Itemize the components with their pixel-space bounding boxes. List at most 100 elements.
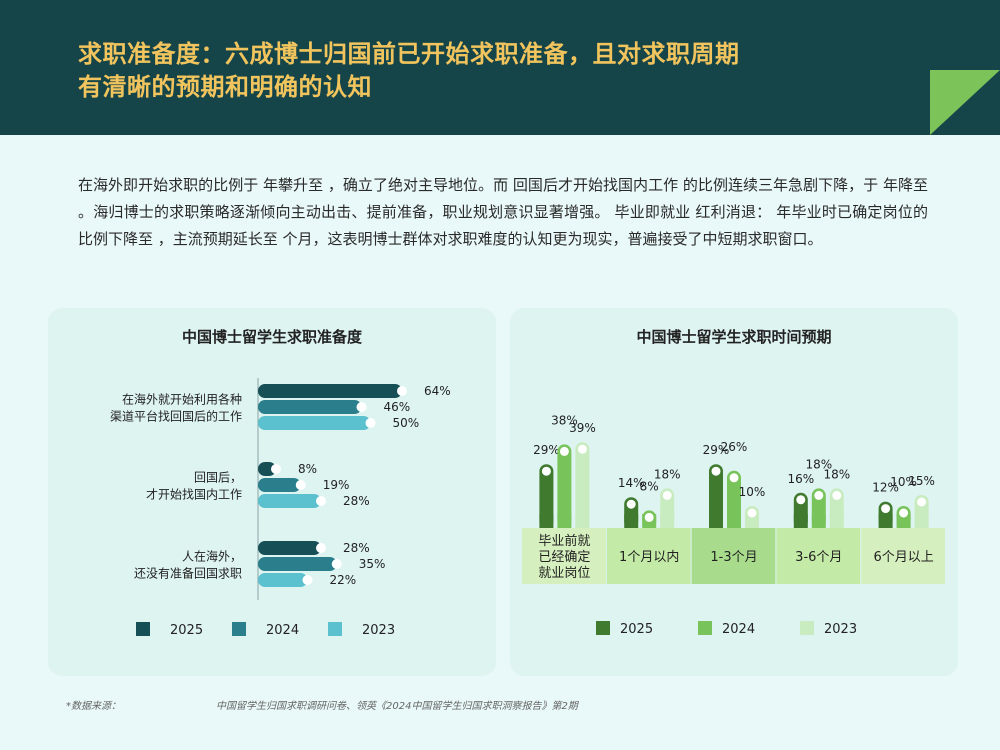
data-label: 29% [703,443,730,457]
data-label: 8% [640,479,659,493]
timeline-chart-title: 中国博士留学生求职时间预期 [636,328,832,346]
bar-base-2023 [829,514,844,528]
category-label: 1-3个月 [710,550,757,565]
legend-swatch-2023 [800,621,814,635]
legend-label: 2024 [266,623,299,638]
bar-end-dot [832,490,842,500]
category-band [691,528,776,584]
bar-end-dot [899,508,909,518]
source-label: *数据来源： [66,701,121,712]
legend-swatch-2024 [698,621,712,635]
readiness-chart-title: 中国博士留学生求职准备度 [181,328,362,346]
data-label: 35% [359,557,386,571]
bar-base-2025 [539,514,554,528]
category-band [861,528,945,584]
data-label: 14% [618,476,645,490]
data-label: 64% [424,384,451,398]
data-label: 8% [298,462,317,476]
bar-2024 [258,478,301,492]
data-label: 22% [330,573,357,587]
bar-base-2024 [896,514,911,528]
data-label: 18% [823,467,850,481]
legend-label: 2025 [620,622,653,637]
category-band [776,528,861,584]
bar-end-dot [644,512,654,522]
data-label: 12% [872,481,899,495]
bar-end-dot [917,497,927,507]
category-label: 还没有准备回国求职 [134,566,242,581]
corner-triangle [930,70,1000,135]
bar-end-dot [271,464,281,474]
bar-2025 [258,541,321,555]
data-label: 15% [908,474,935,488]
bar-2024 [258,400,362,414]
legend-label: 2025 [170,623,203,638]
bar-2023 [575,442,590,528]
category-label: 6个月以上 [873,550,933,565]
bar-2025 [709,464,723,528]
bar-end-dot [814,490,824,500]
legend-label: 2023 [824,622,857,637]
bar-base-2025 [624,514,639,528]
bar-base-2023 [745,514,759,528]
bar-base-2025 [709,514,723,528]
timeline-chart-panel: 中国博士留学生求职时间预期 毕业前就 已经确定 就业岗位 29% 38% 39% 1个月以内… [510,308,958,676]
data-label: 50% [393,416,420,430]
bar-2024 [727,470,741,528]
category-band [606,528,691,584]
data-label: 28% [343,541,370,555]
category-label: 1个月以内 [619,549,679,565]
bar-end-dot [626,499,636,509]
bar-base-2024 [727,514,741,528]
source-text: 中国留学生归国求职调研问卷、领英《2024中国留学生归国求职洞察报告》第2期 [216,701,578,712]
bar-2024 [258,557,337,571]
bar-2023 [258,573,308,587]
data-label: 16% [787,472,814,486]
data-label: 18% [805,457,832,471]
bar-base-2025 [878,514,893,528]
category-label: 回国后， [194,471,242,485]
category-label: 人在海外， [182,549,242,564]
bar-base-2024 [811,514,826,528]
bar-base-2024 [557,514,572,528]
bar-end-dot [397,386,407,396]
bar-2024 [557,444,572,528]
bar-2025 [539,464,554,528]
bar-2023 [258,494,321,508]
bar-2025 [258,462,276,476]
bar-end-dot [747,508,757,518]
legend-label: 2023 [362,623,395,638]
category-label: 已经确定 [538,550,590,565]
bar-end-dot [316,543,326,553]
title-line-1: 求职准备度：六成博士归国前已开始求职准备，且对求职周期 [78,40,740,68]
data-label: 10% [739,485,766,499]
summary-paragraph: 在海外即开始求职的比例于 年攀升至 ，确立了绝对主导地位。而 回国后才开始找国内… [78,176,928,248]
page-title: 求职准备度：六成博士归国前已开始求职准备，且对求职周期 有清晰的预期和明确的认知 [78,38,878,104]
timeline-chart: 毕业前就已经确定就业岗位29%38%39%1个月以内14%8%18%1-3个月2… [522,413,945,637]
category-band [522,528,606,584]
category-label: 才开始找国内工作 [146,488,242,502]
bar-2025 [258,384,402,398]
bar-end-dot [302,575,313,585]
bar-end-dot [331,559,342,569]
category-label: 毕业前就 [538,533,590,549]
data-label: 38% [551,413,578,427]
bar-end-dot [365,418,376,428]
legend-swatch-2024 [232,622,246,636]
data-label: 39% [569,421,596,435]
bar-base-2023 [575,514,590,528]
source-note: *数据来源： 中国留学生归国求职调研问卷、领英《2024中国留学生归国求职洞察报告… [66,697,946,712]
bar-end-dot [316,496,326,506]
data-label: 28% [343,494,370,508]
legend-swatch-2023 [328,622,342,636]
legend-label: 2024 [722,622,755,637]
data-label: 10% [890,475,917,489]
bar-base-2023 [914,514,929,528]
bar-end-dot [541,466,551,476]
data-label: 18% [654,467,681,481]
readiness-chart-panel: 中国博士留学生求职准备度 在海外就开始利用各种 渠道平台找回国后的工作 64% 46%… [48,308,496,676]
header-banner: 求职准备度：六成博士归国前已开始求职准备，且对求职周期 有清晰的预期和明确的认知 [0,0,1000,135]
corner-decoration [930,70,1000,135]
bar-end-dot [662,490,672,500]
